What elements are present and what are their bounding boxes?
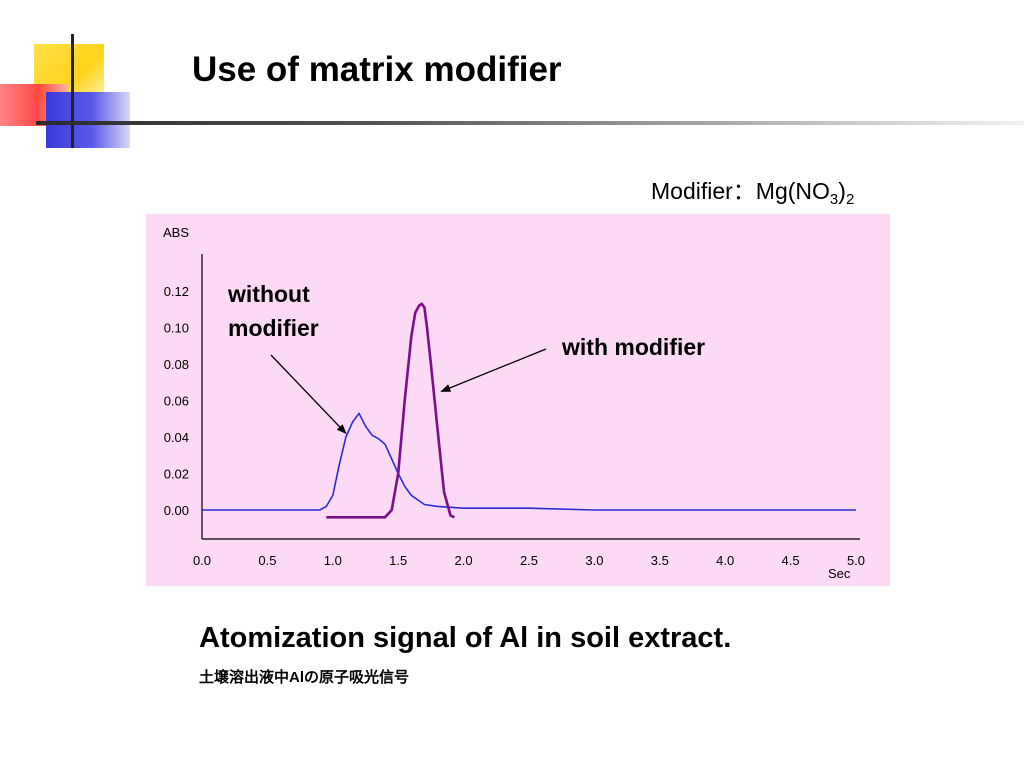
x-tick-label: 0.5	[258, 553, 276, 568]
modifier-label-sub-3: 3	[829, 191, 839, 208]
y-tick-label: 0.04	[164, 430, 189, 445]
annotation-arrow-with-modifier	[440, 348, 547, 392]
x-tick-label: 1.5	[389, 553, 407, 568]
modifier-label: Modifier：Mg(NO3)2	[651, 172, 854, 208]
x-tick-label: 5.0	[847, 553, 865, 568]
annotation-without-modifier-line1: without	[227, 281, 310, 307]
y-tick-label: 0.02	[164, 467, 189, 482]
annotation-arrow-without-modifier	[270, 354, 347, 435]
caption-japanese: 土壌溶出液中Alの原子吸光信号	[199, 669, 410, 686]
y-tick-labels: 0.00 0.02 0.04 0.06 0.08 0.10 0.12	[164, 284, 189, 518]
chart-panel: ABS Sec 0.00 0.02 0.04 0.06 0.08 0.10 0.12 0.0…	[146, 214, 890, 586]
decor-blue-square	[46, 92, 130, 148]
series-line-with-modifier	[326, 302, 455, 519]
chart: ABS Sec 0.00 0.02 0.04 0.06 0.08 0.10 0.12 0.0…	[163, 225, 865, 581]
modifier-label-prefix: Modifier：Mg(NO	[651, 178, 830, 204]
x-tick-label: 2.5	[520, 553, 538, 568]
x-tick-label: 4.5	[782, 553, 800, 568]
decor-vertical-line	[71, 34, 74, 148]
modifier-label-close: )	[838, 178, 846, 204]
title-underline	[36, 121, 1024, 125]
caption: Atomization signal of Al in soil extract…	[199, 622, 732, 654]
x-tick-label: 1.0	[324, 553, 342, 568]
x-tick-label: 2.0	[455, 553, 473, 568]
y-tick-label: 0.10	[164, 321, 189, 336]
y-tick-label: 0.06	[164, 394, 189, 409]
x-axis-label: Sec	[828, 566, 851, 581]
modifier-label-sub-2: 2	[845, 191, 855, 208]
x-tick-label: 4.0	[716, 553, 734, 568]
series-layer	[202, 302, 856, 519]
annotation-with-modifier: with modifier	[561, 334, 705, 360]
x-tick-label: 0.0	[193, 553, 211, 568]
y-tick-label: 0.00	[164, 503, 189, 518]
slide-title: Use of matrix modifier	[192, 50, 562, 89]
x-tick-labels: 0.0 0.5 1.0 1.5 2.0 2.5 3.0 3.5 4.0 4.5 5.0	[193, 553, 865, 568]
annotation-without-modifier-line2: modifier	[228, 315, 319, 341]
x-tick-label: 3.0	[585, 553, 603, 568]
y-tick-label: 0.12	[164, 284, 189, 299]
y-axis-label: ABS	[163, 225, 189, 240]
series-line-without-modifier	[202, 412, 856, 511]
y-tick-label: 0.08	[164, 357, 189, 372]
x-tick-label: 3.5	[651, 553, 669, 568]
